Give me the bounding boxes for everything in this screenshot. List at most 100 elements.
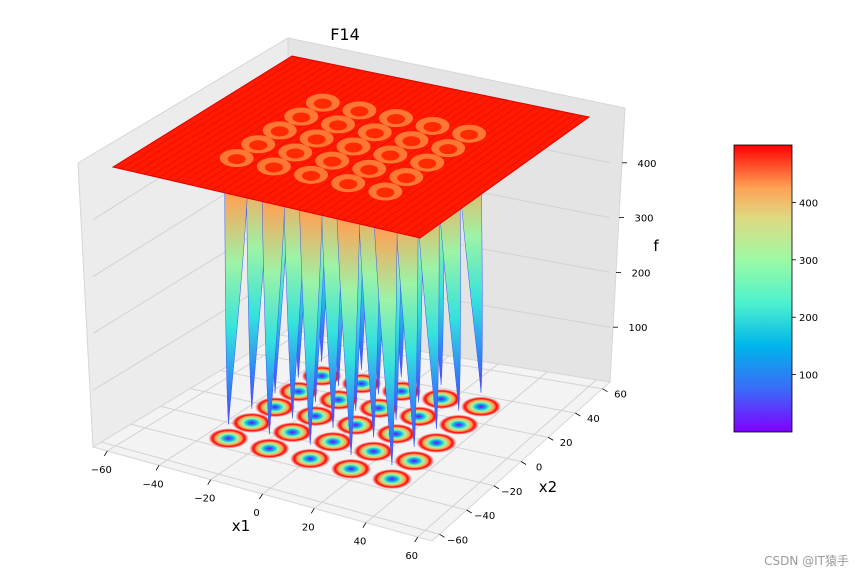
x-tick-mark [103,450,108,457]
surface-crater-core [376,187,395,198]
z-tick-label: 300 [634,214,653,225]
floor-contour-ring [331,458,372,479]
y-tick-label: 0 [536,463,542,474]
colorbar-tick-label: 400 [799,198,818,209]
x-tick-mark [155,465,160,471]
chart-title: F14 [330,25,360,44]
surface-crater-core [418,158,437,169]
surface-crater-core [249,140,268,151]
x-tick-label: −20 [194,494,215,505]
y-axis-label: x2 [539,478,557,496]
x-tick-mark [362,522,367,528]
surface-crater-core [339,179,358,190]
floor-contour-ring [272,422,313,443]
floor-contour-ring [208,428,249,449]
z-tick-label: 200 [631,268,650,279]
surface-crater-core [360,164,379,175]
x-tick-mark [259,493,263,500]
y-tick-label: 60 [614,390,627,401]
floor-contour-ring [231,412,272,433]
surface-well [373,189,398,466]
floor-contour-ring [249,438,290,459]
x-tick-label: 60 [405,551,418,562]
z-tick-label: 400 [637,159,656,170]
floor-contour-ring [335,415,376,435]
y-tick-mark [575,412,581,417]
y-tick-mark [602,388,608,393]
y-tick-labels: −60 −40 −20 0 20 40 60 [439,388,627,546]
floor-contour-ring [295,406,336,427]
x-tick-mark [310,508,315,514]
colorbar-tick-label: 200 [799,313,818,324]
surface-crater-core [307,134,326,145]
y-tick-mark [520,461,527,465]
x-axis-label: x1 [232,517,250,535]
surface-crater-core [323,156,342,167]
surface-crater-core [402,136,421,147]
surface-crater-core [270,126,289,137]
y-tick-mark [439,533,445,538]
y-tick-mark [547,436,554,441]
floor-contour-ring [416,432,457,453]
surface-crater-core [386,114,405,125]
floor-contour-ring [353,441,394,462]
floor-contour-ring [290,448,331,469]
surface-crater-core [344,142,363,153]
colorbar-tick-label: 100 [799,371,818,382]
x-tick-label: 0 [253,508,259,519]
surface-crater-core [460,129,479,140]
surface-crater-core [439,144,458,155]
floor-contour-ring [394,450,435,471]
surface-crater-core [397,173,416,184]
z-tick-label: 100 [628,323,647,334]
surface-crater-core [329,120,348,131]
surface-crater-core [365,128,384,139]
floor-contour-ring [371,469,412,490]
y-tick-label: −20 [501,487,522,498]
surface-crater-core [381,150,400,161]
y-tick-label: 40 [587,414,600,425]
surface-well [394,174,419,447]
watermark: CSDN @IT猿手 [764,553,849,568]
floor-contours [208,365,501,490]
y-tick-label: 20 [560,438,573,449]
x-tick-labels: −60 −40 −20 0 20 40 60 [91,450,419,562]
surface-crater-core [292,112,311,123]
surface-crater-core [313,98,332,109]
surface-crater-core [264,162,283,173]
surface-craters [219,93,487,201]
x-tick-label: −40 [142,479,163,490]
surface-well [224,155,249,425]
floor-contour-ring [438,414,479,435]
y-tick-mark [466,509,472,514]
x-tick-mark [414,536,419,543]
floor-contour-ring [398,406,439,427]
surface-well [261,164,287,435]
x-tick-label: 20 [302,522,315,533]
floor-contour-ring [376,423,417,444]
floor-contour-ring [421,388,462,409]
surface-crater-core [302,170,321,181]
floor-contour-ring [460,396,501,417]
z-tick-labels: 100 200 300 400 [613,159,657,334]
colorbar-tick-label: 300 [799,256,818,267]
x-tick-label: −60 [91,465,112,476]
colorbar [733,144,793,433]
x-tick-label: 40 [354,537,367,548]
y-tick-mark [493,485,500,490]
surface-crater-core [350,106,369,117]
surface-crater-core [286,148,305,159]
colorbar-ticks: 100 200 300 400 [792,198,818,382]
z-axis-label: f [653,237,659,255]
floor-contour-ring [255,397,296,418]
y-tick-label: −40 [474,511,495,522]
surface-crater-core [423,121,442,132]
floor-contour-ring [312,431,353,452]
x-tick-mark [207,479,212,485]
surface-well [298,172,324,445]
surface-crater-core [227,154,246,165]
y-tick-label: −60 [447,535,468,546]
surface-well [335,180,361,455]
